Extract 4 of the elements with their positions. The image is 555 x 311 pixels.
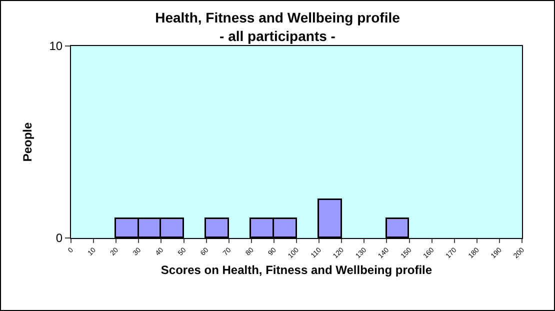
y-axis-title: People bbox=[20, 122, 35, 162]
x-axis-title: Scores on Health, Fitness and Wellbeing profile bbox=[160, 262, 432, 277]
chart-subtitle: - all participants - bbox=[220, 28, 336, 44]
chart-title: Health, Fitness and Wellbeing profile bbox=[155, 10, 400, 26]
